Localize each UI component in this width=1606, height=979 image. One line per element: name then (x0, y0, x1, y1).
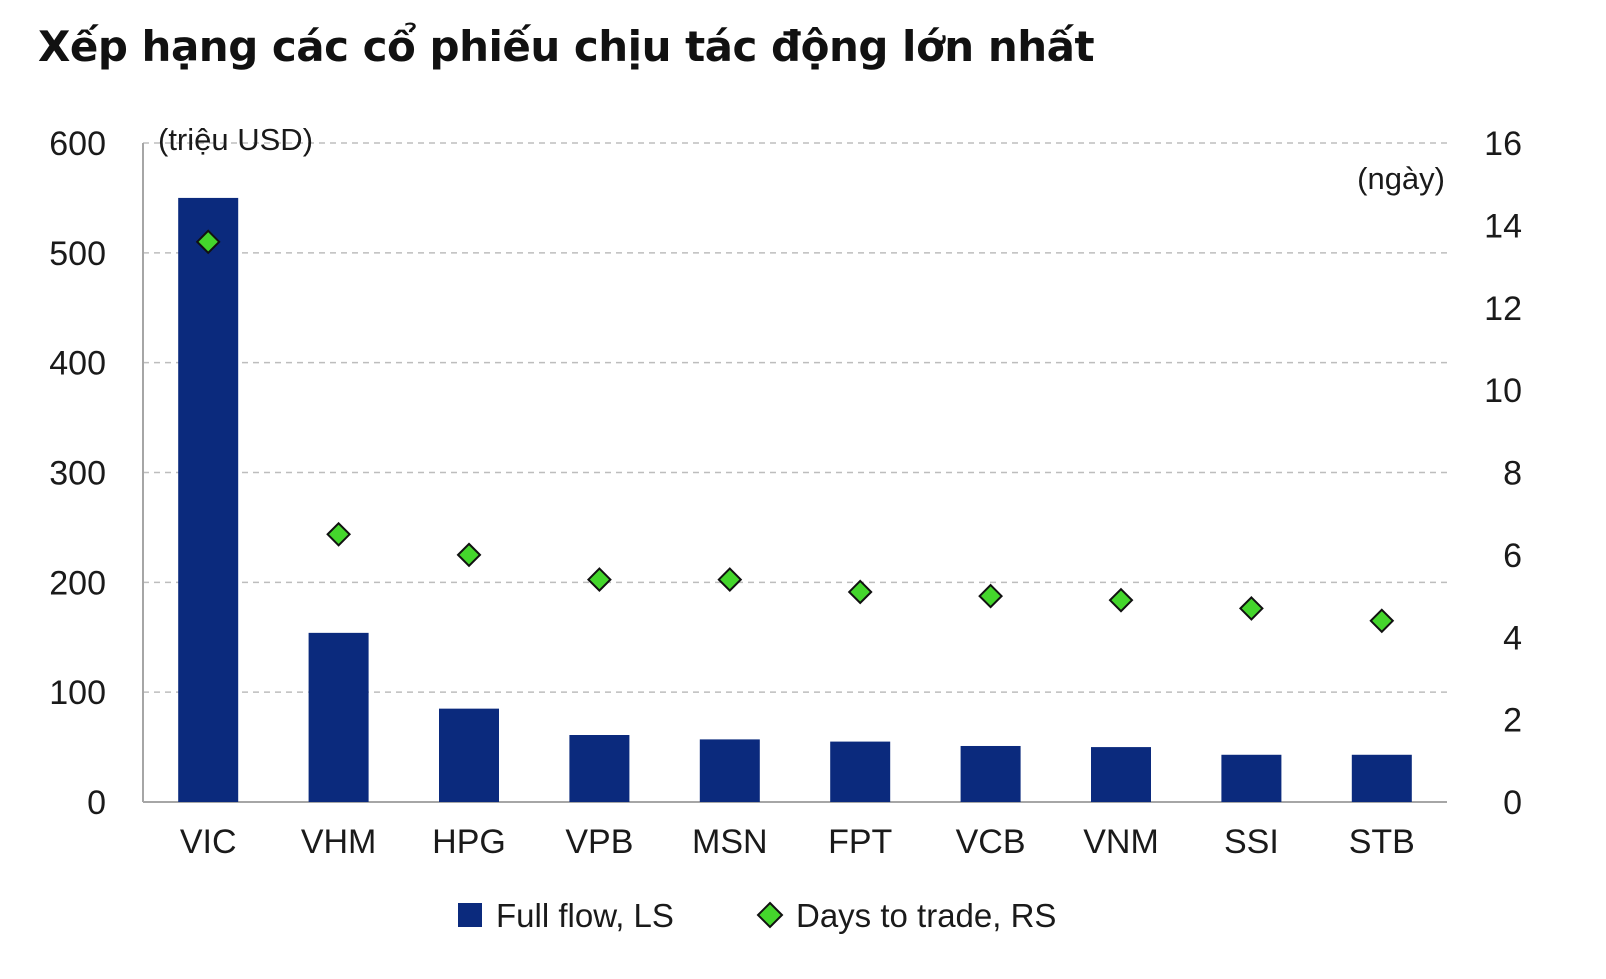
y-left-tick-label: 300 (49, 455, 106, 493)
y-left-tick-label: 400 (49, 345, 106, 383)
x-tick-label: VIC (180, 823, 237, 861)
axis-labels: 0 100 200 300 400 500 600 0 2 4 6 8 10 12 14 16 (triệu U… (49, 122, 1522, 861)
bar-vnm (1091, 747, 1151, 802)
y-right-tick-label: 14 (1484, 207, 1522, 245)
marker-fpt (847, 579, 873, 605)
y-left-tick-label: 500 (49, 235, 106, 273)
x-tick-label: VCB (956, 823, 1026, 861)
y-right-tick-label: 8 (1503, 455, 1522, 493)
bar-fpt (830, 741, 891, 802)
legend-marker-swatch (756, 901, 784, 929)
marker-series (195, 229, 1395, 634)
bar-vhm (308, 632, 369, 802)
marker-vic (195, 229, 221, 255)
y-right-axis-label: (ngày) (1357, 161, 1445, 196)
marker-vpb (586, 567, 612, 593)
bar-ssi (1221, 754, 1282, 802)
bar-msn (699, 739, 760, 802)
marker-stb (1369, 608, 1395, 634)
legend: Full flow, LS Days to trade, RS (458, 897, 1056, 934)
bar-series (178, 197, 1412, 802)
y-left-tick-label: 0 (87, 784, 106, 822)
y-left-tick-label: 100 (49, 674, 106, 712)
marker-vcb (978, 583, 1004, 609)
marker-vhm (326, 521, 352, 547)
x-tick-label: VNM (1083, 823, 1159, 861)
bar-stb (1351, 754, 1412, 802)
legend-bar-swatch (458, 903, 482, 927)
y-right-tick-label: 10 (1484, 372, 1522, 410)
bar-vpb (569, 735, 630, 802)
y-left-axis-label: (triệu USD) (158, 122, 313, 157)
y-right-tick-label: 2 (1503, 702, 1522, 740)
y-right-tick-label: 4 (1503, 619, 1522, 657)
marker-vnm (1108, 587, 1134, 613)
x-tick-label: MSN (692, 823, 768, 861)
chart-title: Xếp hạng các cổ phiếu chịu tác động lớn … (38, 22, 1095, 71)
bar-vcb (960, 745, 1021, 802)
x-tick-label: VPB (565, 823, 633, 861)
y-right-tick-label: 0 (1503, 784, 1522, 822)
y-left-tick-label: 600 (49, 125, 106, 163)
y-left-tick-label: 200 (49, 564, 106, 602)
bar-hpg (439, 708, 499, 802)
x-tick-label: SSI (1224, 823, 1279, 861)
bar-vic (178, 197, 239, 802)
legend-label-marker: Days to trade, RS (796, 897, 1056, 934)
marker-ssi (1238, 596, 1264, 621)
y-right-tick-label: 12 (1484, 290, 1522, 328)
x-tick-label: VHM (301, 823, 377, 861)
marker-hpg (456, 542, 482, 568)
x-tick-label: STB (1349, 823, 1415, 861)
y-right-tick-label: 16 (1484, 125, 1522, 163)
x-tick-label: HPG (432, 823, 506, 861)
gridlines (143, 142, 1447, 693)
marker-msn (717, 567, 743, 593)
y-right-tick-label: 6 (1503, 537, 1522, 575)
legend-label-bar: Full flow, LS (496, 897, 674, 934)
x-tick-label: FPT (828, 823, 892, 861)
